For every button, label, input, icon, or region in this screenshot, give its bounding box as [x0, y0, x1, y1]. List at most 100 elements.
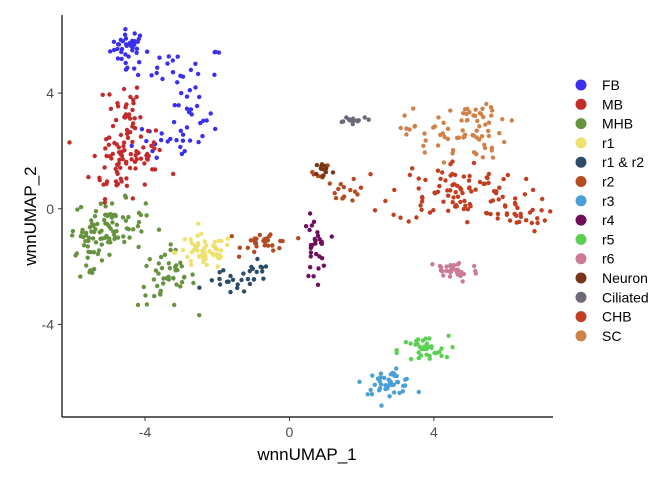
data-point: [202, 239, 207, 244]
data-point: [319, 241, 325, 246]
data-point: [217, 276, 222, 282]
data-point: [145, 157, 150, 162]
data-point: [191, 280, 196, 286]
data-point: [160, 76, 165, 82]
data-point: [394, 373, 399, 379]
data-point: [130, 107, 135, 113]
data-point: [529, 220, 534, 226]
data-point: [126, 54, 131, 59]
data-point: [121, 144, 126, 149]
data-point: [134, 85, 140, 90]
data-point: [333, 195, 339, 201]
data-point: [448, 263, 453, 268]
data-point: [144, 138, 149, 144]
data-point: [496, 197, 501, 202]
data-point: [118, 165, 123, 170]
data-point: [195, 71, 201, 77]
data-point: [423, 138, 428, 143]
data-point: [441, 273, 446, 278]
data-point: [351, 176, 356, 182]
data-point: [422, 131, 427, 136]
data-point: [176, 103, 181, 108]
legend-item: CHB: [575, 309, 632, 325]
data-point: [462, 107, 468, 112]
data-point: [109, 215, 115, 220]
data-point: [522, 192, 528, 197]
data-point: [127, 130, 133, 135]
data-point: [134, 46, 140, 51]
data-point: [179, 90, 184, 96]
data-point: [495, 211, 501, 217]
data-point: [362, 115, 367, 120]
data-point: [315, 282, 321, 287]
data-point: [124, 176, 129, 181]
data-point: [376, 388, 382, 393]
data-point: [85, 255, 90, 260]
data-point: [135, 224, 141, 229]
data-point: [507, 218, 513, 223]
data-point: [102, 165, 107, 170]
data-point: [184, 125, 190, 130]
data-point: [473, 187, 478, 192]
data-point: [92, 153, 97, 159]
data-point: [174, 138, 179, 143]
legend-item: r3: [575, 193, 615, 209]
data-point: [200, 133, 205, 139]
data-point: [416, 355, 421, 361]
legend-swatch: [575, 272, 587, 284]
data-point: [98, 201, 104, 206]
data-point: [248, 238, 254, 243]
data-point: [438, 176, 443, 181]
data-point: [327, 181, 332, 186]
data-point: [228, 289, 233, 295]
data-point: [471, 133, 476, 138]
data-point: [184, 94, 190, 99]
data-point: [307, 227, 312, 233]
data-point: [247, 281, 253, 287]
data-point: [158, 137, 164, 143]
data-point: [155, 283, 160, 289]
data-point: [456, 261, 462, 266]
data-point: [459, 118, 464, 123]
data-point: [446, 193, 451, 198]
data-point: [379, 403, 384, 408]
data-point: [145, 128, 151, 134]
data-point: [527, 210, 533, 215]
data-point: [448, 173, 453, 178]
data-point: [104, 153, 109, 159]
data-point: [490, 108, 495, 113]
data-point: [107, 135, 112, 140]
data-point: [311, 219, 317, 224]
data-point: [509, 118, 514, 123]
data-point: [382, 375, 387, 381]
data-point: [147, 257, 152, 262]
data-point: [143, 293, 148, 298]
data-point: [317, 254, 322, 259]
data-point: [178, 128, 183, 133]
data-point: [421, 143, 426, 148]
data-point: [378, 371, 384, 376]
data-point: [340, 196, 345, 201]
data-point: [316, 266, 321, 271]
data-point: [102, 200, 108, 205]
data-point: [89, 218, 94, 223]
legend-label: r1: [602, 135, 615, 151]
data-point: [435, 143, 441, 148]
data-point: [341, 119, 346, 124]
data-point: [485, 175, 490, 181]
data-point: [493, 191, 499, 196]
data-point: [254, 269, 259, 275]
data-point: [130, 196, 135, 201]
data-point: [102, 217, 107, 223]
data-point: [193, 243, 198, 248]
data-point: [157, 147, 162, 153]
data-point: [151, 277, 157, 282]
data-point: [107, 236, 112, 241]
data-point: [208, 111, 213, 116]
data-point: [427, 356, 432, 361]
data-point: [404, 376, 409, 382]
data-point: [466, 178, 472, 183]
data-point: [465, 207, 471, 212]
data-point: [497, 131, 502, 136]
data-point: [460, 190, 465, 196]
